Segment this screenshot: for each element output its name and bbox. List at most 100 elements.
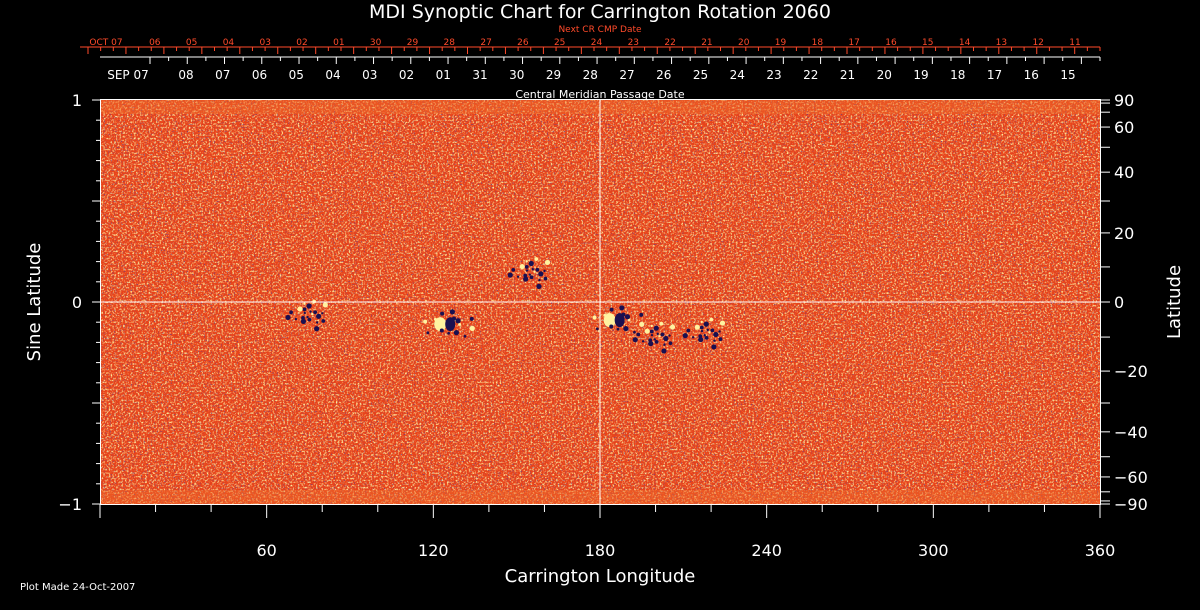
y-tick-label-right: −60 [1114,468,1148,487]
plage-speck [313,310,318,315]
plage-speck [519,263,525,270]
plage-speck [719,320,726,326]
y-tick-label-right: −40 [1114,423,1148,442]
cmp-date-tick-label: 23 [766,68,781,82]
y-axis-label-right: Latitude [1164,265,1185,339]
y-tick-label-right: 40 [1114,163,1134,182]
y-tick-label-left: 0 [72,293,82,312]
plage-speck [703,334,706,337]
active-region-speck [639,321,645,327]
next-cr-date-label: 03 [260,38,271,48]
active-region-speck [469,325,475,331]
plage-speck [303,311,306,315]
active-region-speck [463,334,467,338]
next-cr-date-label: 05 [186,38,197,48]
plage-speck [516,275,520,278]
next-cr-date-label: 13 [996,38,1007,48]
active-region-speck [633,330,636,334]
cmp-date-tick-label: 06 [252,68,267,82]
bipole-negative-spot [614,313,625,328]
next-cr-date-label: 24 [591,38,603,48]
plage-speck [285,314,291,321]
next-cr-date-label: 21 [701,38,712,48]
plage-speck [533,270,536,273]
active-region-speck [469,316,474,321]
cmp-date-tick-label: 31 [472,68,487,82]
next-cr-date-label: 04 [223,38,235,48]
cmp-date-tick-label: 03 [362,68,377,82]
cmp-date-tick-label: 17 [987,68,1002,82]
plage-speck [668,334,671,337]
top-date-axes: Next CR CMP Date OCT 07 06 05 04 03 02 01 30 29 2… [80,25,1101,101]
plage-speck [668,341,673,346]
next-cr-date-label: 27 [480,38,491,48]
plage-speck [658,335,661,338]
plage-speck [543,269,546,273]
plage-speck [511,267,516,272]
cmp-date-tick-label: 01 [436,68,451,82]
plage-speck [538,271,544,277]
active-region-speck [619,305,625,311]
active-region-speck [440,311,445,316]
cmp-date-tick-label: 04 [325,68,340,82]
y-tick-label-right: 90 [1114,91,1134,110]
active-region-speck [595,327,599,331]
y-tick-label-right: 60 [1114,118,1134,137]
cmp-date-tick-label: 08 [178,68,193,82]
plage-speck [711,344,717,350]
cmp-date-tick-label: 22 [803,68,818,82]
next-cr-date-label: 06 [149,38,161,48]
plage-speck [700,320,703,324]
cmp-date-tick-label: 20 [877,68,892,82]
next-cr-date-label: 29 [407,38,419,48]
plage-speck [653,325,659,331]
plage-speck [523,276,529,282]
plage-speck [534,257,539,261]
active-region-speck [449,309,455,315]
next-cr-cmp-label: Next CR CMP Date [558,25,642,35]
active-region-speck [609,324,614,329]
plage-speck [528,260,534,267]
x-axis-label: Carrington Longitude [505,566,696,587]
cmp-date-tick-label: 30 [509,68,524,82]
next-cr-date-label: 20 [738,38,750,48]
next-cr-date-label: 11 [1069,38,1080,48]
plage-speck [538,278,541,282]
plage-speck [713,331,719,338]
plage-speck [636,332,641,337]
plage-speck [686,328,691,333]
active-region-speck [616,327,620,331]
plage-speck [653,338,656,341]
plage-speck [289,310,293,315]
plage-speck [316,321,319,324]
plage-speck [654,339,659,344]
active-region-speck [623,326,629,332]
next-cr-date-label: 18 [812,38,824,48]
plage-speck [524,265,529,269]
plage-speck [536,283,542,289]
plage-speck [660,332,665,337]
plage-speck [661,348,667,354]
plage-speck [297,306,303,312]
plage-speck [656,332,659,336]
plage-speck [312,299,317,304]
plage-speck [699,325,704,330]
plage-speck [525,269,529,272]
plage-speck [525,260,528,263]
plage-speck [321,312,324,315]
plage-speck [704,335,709,340]
plage-speck [322,302,328,308]
plage-speck [309,310,312,313]
plage-speck [691,336,695,339]
plage-speck [682,333,688,339]
plage-speck [650,333,654,337]
active-region-speck [458,322,462,326]
x-tick-label: 240 [751,541,782,560]
y-tick-label-right: −90 [1114,495,1148,514]
plage-speck [641,340,645,343]
cmp-date-tick-label: 05 [289,68,304,82]
next-cr-date-label: 14 [959,38,971,48]
bipole-positive-spot [603,313,616,328]
next-cr-date-label: 23 [628,38,639,48]
bipole-negative-spot [445,317,456,332]
